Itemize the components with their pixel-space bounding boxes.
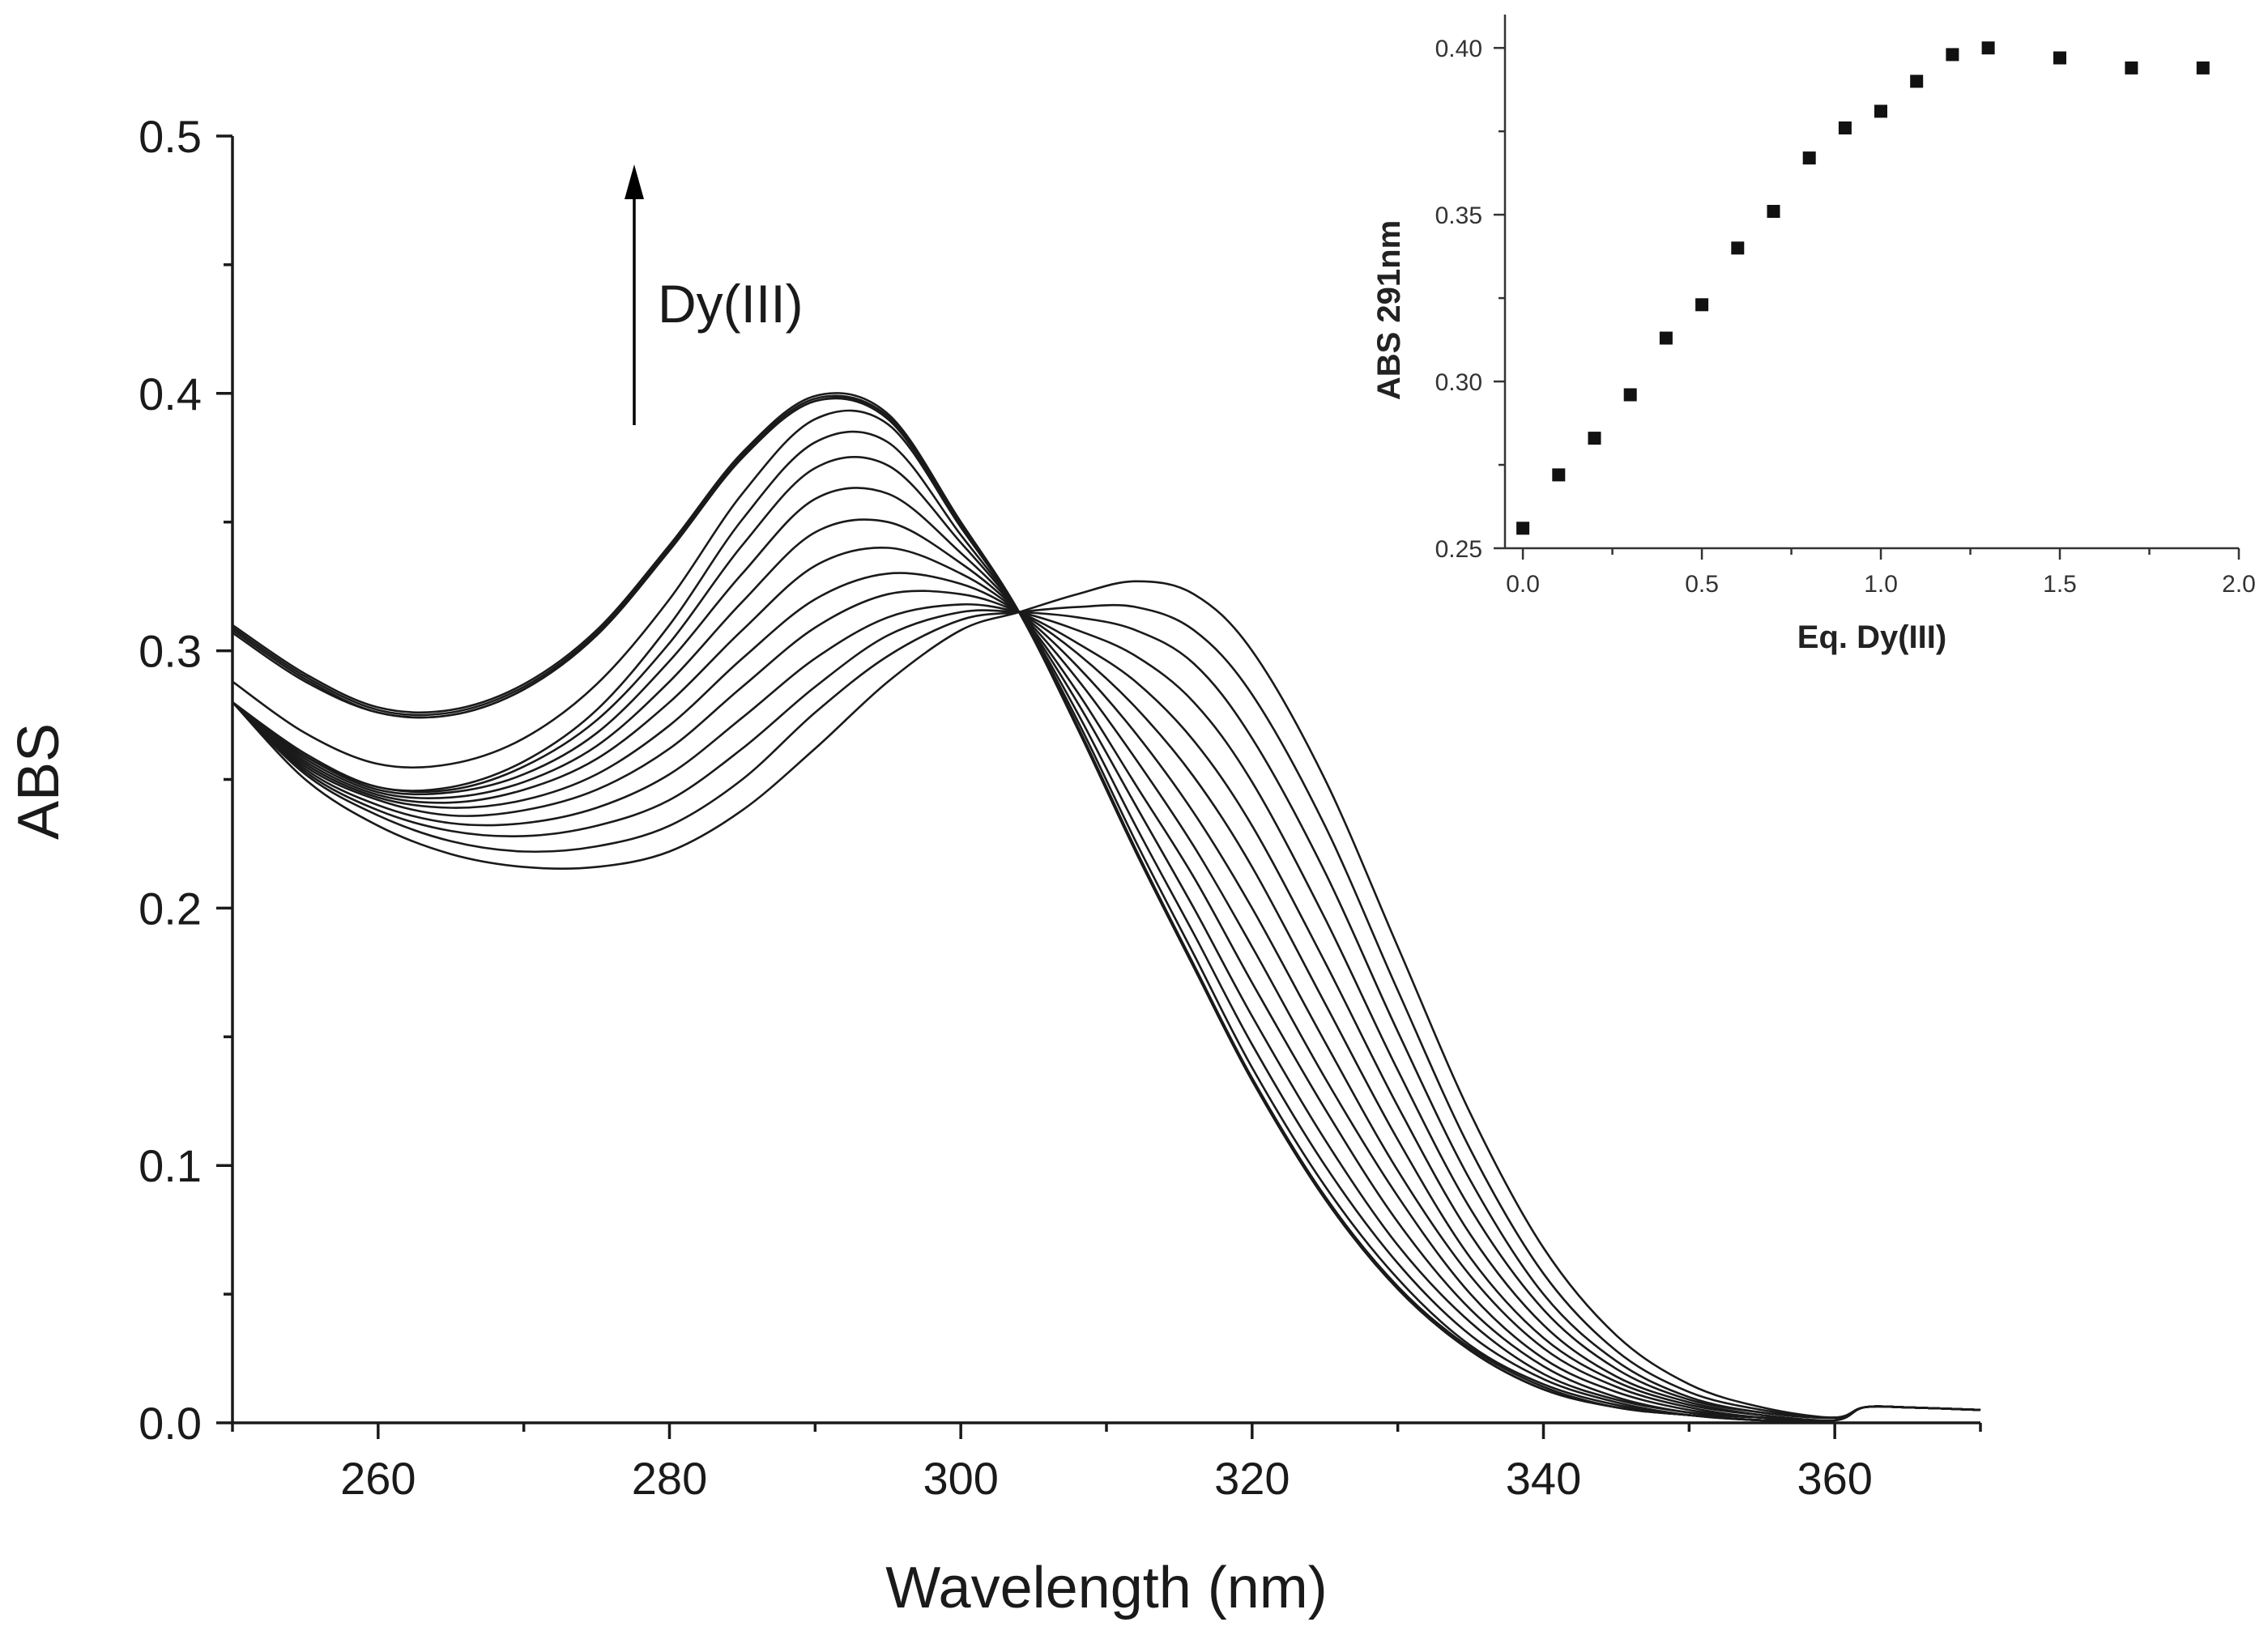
inset-y-axis-title: ABS 291nm	[1371, 220, 1407, 400]
main-x-tick-label: 260	[340, 1453, 416, 1504]
spectra-series-group	[232, 392, 1981, 1423]
inset-data-point	[1731, 241, 1745, 255]
spectrum-line-1	[232, 603, 1981, 1419]
inset-data-point	[1552, 468, 1566, 482]
inset-data-point	[1623, 388, 1637, 402]
main-y-tick-label: 0.0	[139, 1398, 202, 1449]
spectrum-line-8	[232, 487, 1981, 1422]
spectrum-line-4	[232, 590, 1981, 1422]
spectrum-line-3	[232, 602, 1981, 1420]
spectrum-line-14	[232, 394, 1981, 1423]
main-y-tick-label: 0.1	[139, 1140, 202, 1191]
inset-data-point	[1946, 48, 1959, 62]
inset-data-point	[1910, 75, 1924, 88]
spectrum-line-9	[232, 456, 1981, 1422]
main-y-tick-label: 0.5	[139, 111, 202, 162]
main-ticks: 260 280 300 320 340 360 0.0 0.1 0.2 0.3 0.4 0.5	[139, 111, 1982, 1504]
inset-x-tick-label: 1.0	[1864, 571, 1898, 598]
main-x-axis-title: Wavelength (nm)	[885, 1556, 1328, 1620]
spectrum-line-15	[232, 397, 1981, 1423]
spectrum-line-2	[232, 609, 1981, 1420]
inset-x-tick-label: 0.5	[1685, 571, 1719, 598]
arrow-head	[625, 164, 644, 199]
inset-chart: 0.0 0.5 1.0 1.5 2.0 0.25 0.30 0.35 0.40 Eq. Dy(I…	[1371, 15, 2256, 655]
main-x-tick-label: 340	[1506, 1453, 1581, 1504]
inset-x-tick-label: 0.0	[1506, 571, 1540, 598]
main-x-tick-label: 360	[1797, 1453, 1872, 1504]
inset-x-tick-label: 1.5	[2043, 571, 2077, 598]
inset-data-point	[1767, 205, 1780, 218]
spectrum-line-0	[232, 580, 1981, 1419]
inset-data-point	[2053, 51, 2066, 65]
inset-axes	[1503, 15, 2239, 550]
dy-annotation-label: Dy(III)	[658, 274, 804, 334]
inset-data-point	[1981, 41, 1995, 55]
inset-data-point	[1695, 298, 1709, 312]
inset-x-axis-title: Eq. Dy(III)	[1797, 620, 1946, 655]
dy-annotation: Dy(III)	[625, 164, 804, 425]
spectrum-line-7	[232, 518, 1981, 1422]
spectrum-line-11	[232, 409, 1981, 1423]
inset-data-point	[2125, 61, 2138, 75]
inset-y-tick-label: 0.30	[1435, 369, 1482, 396]
spectrum-line-6	[232, 546, 1981, 1422]
inset-data-point	[1588, 432, 1601, 445]
inset-points-group	[1516, 41, 2210, 535]
inset-data-point	[1516, 522, 1530, 535]
main-x-tick-label: 300	[923, 1453, 998, 1504]
spectrum-line-5	[232, 572, 1981, 1422]
spectrum-line-12	[232, 396, 1981, 1423]
inset-y-tick-label: 0.35	[1435, 202, 1482, 229]
inset-data-point	[2196, 61, 2210, 75]
inset-x-tick-label: 2.0	[2222, 571, 2256, 598]
inset-data-point	[1838, 121, 1852, 134]
inset-data-point	[1874, 104, 1887, 118]
main-x-tick-label: 280	[632, 1453, 707, 1504]
main-chart: 260 280 300 320 340 360 0.0 0.1 0.2 0.3 0.4 0.5 Wav…	[6, 111, 1982, 1620]
main-y-tick-label: 0.2	[139, 883, 202, 934]
inset-y-tick-label: 0.25	[1435, 536, 1482, 563]
main-y-axis-title: ABS	[6, 723, 71, 840]
inset-y-tick-label: 0.40	[1435, 36, 1482, 62]
main-y-tick-label: 0.3	[139, 626, 202, 677]
inset-data-point	[1659, 331, 1673, 345]
main-y-tick-label: 0.4	[139, 368, 202, 419]
inset-ticks: 0.0 0.5 1.0 1.5 2.0 0.25 0.30 0.35 0.40	[1435, 36, 2256, 598]
inset-data-point	[1802, 151, 1816, 165]
main-x-tick-label: 320	[1214, 1453, 1290, 1504]
